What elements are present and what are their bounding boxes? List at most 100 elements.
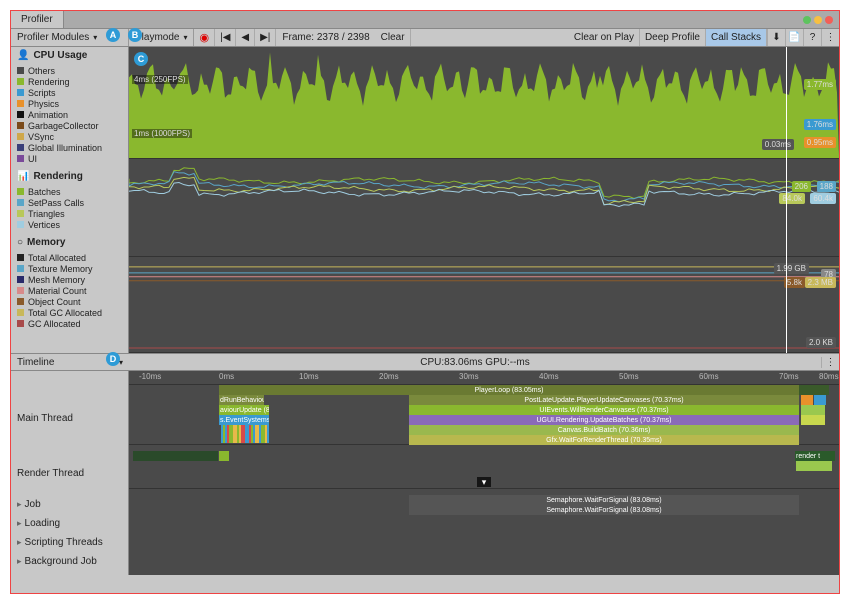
collapse-icon[interactable]: ▾ bbox=[477, 477, 491, 487]
legend-label: Rendering bbox=[28, 77, 70, 87]
legend-label: Others bbox=[28, 66, 55, 76]
legend-item[interactable]: Scripts bbox=[17, 87, 122, 98]
timeline-bar[interactable]: s.EventSystems:Ev bbox=[219, 415, 269, 425]
cs-label: Call Stacks bbox=[711, 32, 761, 43]
thread-bg[interactable]: ▸Background Job bbox=[11, 552, 128, 571]
timeline-bar[interactable]: PlayerLoop (83.05ms) bbox=[219, 385, 799, 395]
legend-item[interactable]: Rendering bbox=[17, 76, 122, 87]
save-icon[interactable]: ⬇ bbox=[767, 29, 785, 46]
timeline-area[interactable]: -10ms0ms10ms20ms30ms40ms50ms60ms70ms80ms… bbox=[129, 371, 839, 575]
cpu-chart[interactable]: 4ms (250FPS) 1ms (1000FPS) 1.77ms1.76ms0… bbox=[129, 47, 839, 159]
legend-item[interactable]: SetPass Calls bbox=[17, 197, 122, 208]
timeline-bar[interactable]: aviourUpdate (8.44 bbox=[219, 405, 269, 415]
legend-item[interactable]: GC Allocated bbox=[17, 318, 122, 329]
memory-chart[interactable]: 1.99 GB785.8k2.3 MB2.0 KB bbox=[129, 257, 839, 353]
window-max-icon[interactable] bbox=[814, 16, 822, 24]
thread-render[interactable]: Render Thread bbox=[11, 451, 128, 495]
timeline-bar[interactable]: Gfx.WaitForRenderThread (70.35ms) bbox=[409, 435, 799, 445]
timeline-bar[interactable] bbox=[796, 461, 832, 471]
modules-dd-label: Profiler Modules bbox=[17, 32, 89, 43]
timeline-bar[interactable]: dRunBehaviourUpd bbox=[219, 395, 264, 405]
legend-item[interactable]: Vertices bbox=[17, 219, 122, 230]
chart-value-label: 206 bbox=[792, 181, 811, 192]
rendering-chart[interactable]: 20618884.0k60.4k bbox=[129, 159, 839, 257]
frame-prev-button[interactable]: ◀ bbox=[236, 29, 255, 46]
legend-item[interactable]: Mesh Memory bbox=[17, 274, 122, 285]
legend-item[interactable]: VSync bbox=[17, 131, 122, 142]
legend-item[interactable]: UI bbox=[17, 153, 122, 164]
chart-value-label: 60.4k bbox=[810, 193, 836, 204]
chart-value-label: 1.76ms bbox=[804, 119, 836, 130]
clear-button[interactable]: Clear bbox=[376, 29, 411, 46]
legend-item[interactable]: Batches bbox=[17, 186, 122, 197]
legend-swatch bbox=[17, 320, 24, 327]
legend-item[interactable]: Total Allocated bbox=[17, 252, 122, 263]
timeline-bar[interactable]: Semaphore.WaitForSignal (83.08ms) bbox=[409, 495, 799, 505]
legend-item[interactable]: Animation bbox=[17, 109, 122, 120]
help-icon[interactable]: ? bbox=[803, 29, 821, 46]
cpu-axis-4ms: 4ms (250FPS) bbox=[132, 75, 188, 84]
thread-loading[interactable]: ▸Loading bbox=[11, 514, 128, 533]
chart-value-label: 5.8k bbox=[784, 277, 805, 288]
legend-item[interactable]: Object Count bbox=[17, 296, 122, 307]
chart-area[interactable]: 4ms (250FPS) 1ms (1000FPS) 1.77ms1.76ms0… bbox=[129, 47, 839, 353]
timeline-bar[interactable]: Semaphore.WaitForSignal (83.08ms) bbox=[409, 505, 799, 515]
thread-labels: Main Thread Render Thread ▸Job ▸Loading … bbox=[11, 371, 129, 575]
deep-profile-button[interactable]: Deep Profile bbox=[640, 29, 706, 46]
window-close-icon[interactable] bbox=[825, 16, 833, 24]
timeline-bar[interactable]: Canvas.BuildBatch (70.36ms) bbox=[409, 425, 799, 435]
timeline-bar[interactable] bbox=[814, 395, 826, 405]
timeline-bar[interactable] bbox=[219, 451, 229, 461]
timeline-bar[interactable]: UIEvents.WillRenderCanvases (70.37ms) bbox=[409, 405, 799, 415]
legend-swatch bbox=[17, 67, 24, 74]
timeline-bar[interactable]: render t bbox=[795, 451, 835, 461]
legend-item[interactable]: Global Illumination bbox=[17, 142, 122, 153]
module-memory[interactable]: ○Memory Total AllocatedTexture MemoryMes… bbox=[11, 234, 128, 333]
timeline-bar[interactable] bbox=[801, 415, 825, 425]
timeline-bar[interactable] bbox=[133, 451, 218, 461]
job-label: Job bbox=[25, 499, 41, 510]
thread-job[interactable]: ▸Job bbox=[11, 495, 128, 514]
thread-scripting[interactable]: ▸Scripting Threads bbox=[11, 533, 128, 552]
clear-on-play-button[interactable]: Clear on Play bbox=[569, 29, 640, 46]
load-icon[interactable]: 📄 bbox=[785, 29, 803, 46]
timeline-bar[interactable]: UGUI.Rendering.UpdateBatches (70.37ms) bbox=[409, 415, 799, 425]
timeline-bar[interactable] bbox=[799, 385, 829, 395]
legend-swatch bbox=[17, 122, 24, 129]
legend-swatch bbox=[17, 133, 24, 140]
legend-label: Batches bbox=[28, 187, 61, 197]
ruler-tick: 70ms bbox=[779, 372, 799, 381]
legend-item[interactable]: GarbageCollector bbox=[17, 120, 122, 131]
legend-label: Object Count bbox=[28, 297, 81, 307]
frame-first-button[interactable]: |◀ bbox=[215, 29, 236, 46]
timeline-bar[interactable]: PostLateUpdate.PlayerUpdateCanvases (70.… bbox=[409, 395, 799, 405]
window-min-icon[interactable] bbox=[803, 16, 811, 24]
expand-icon: ▸ bbox=[17, 556, 22, 567]
legend-label: UI bbox=[28, 154, 37, 164]
legend-item[interactable]: Triangles bbox=[17, 208, 122, 219]
legend-item[interactable]: Texture Memory bbox=[17, 263, 122, 274]
timeline-menu-icon[interactable]: ⋮ bbox=[821, 357, 839, 368]
menu-icon[interactable]: ⋮ bbox=[821, 29, 839, 46]
tab-strip: Profiler bbox=[11, 11, 839, 29]
tracks-main: ▾ PlayerLoop (83.05ms)dRunBehaviourUpdPo… bbox=[129, 385, 839, 445]
module-cpu[interactable]: 👤CPU Usage OthersRenderingScriptsPhysics… bbox=[11, 47, 128, 168]
legend-swatch bbox=[17, 276, 24, 283]
timeline-bar[interactable] bbox=[801, 405, 825, 415]
record-button[interactable]: ◉ bbox=[194, 29, 215, 46]
loading-label: Loading bbox=[25, 518, 61, 529]
legend-item[interactable]: Others bbox=[17, 65, 122, 76]
timeline-label: Timeline bbox=[17, 357, 54, 368]
details-toolbar: Timeline CPU:83.06ms GPU:--ms ⋮ bbox=[11, 353, 839, 371]
legend-label: Physics bbox=[28, 99, 59, 109]
legend-item[interactable]: Total GC Allocated bbox=[17, 307, 122, 318]
legend-item[interactable]: Physics bbox=[17, 98, 122, 109]
module-rendering[interactable]: 📊Rendering BatchesSetPass CallsTriangles… bbox=[11, 168, 128, 234]
timeline-bar[interactable] bbox=[801, 395, 813, 405]
call-stacks-button[interactable]: Call Stacks bbox=[706, 29, 767, 46]
legend-label: Mesh Memory bbox=[28, 275, 85, 285]
thread-main[interactable]: Main Thread bbox=[11, 385, 128, 451]
legend-item[interactable]: Material Count bbox=[17, 285, 122, 296]
frame-next-button[interactable]: ▶| bbox=[255, 29, 276, 46]
tab-profiler[interactable]: Profiler bbox=[11, 11, 64, 28]
